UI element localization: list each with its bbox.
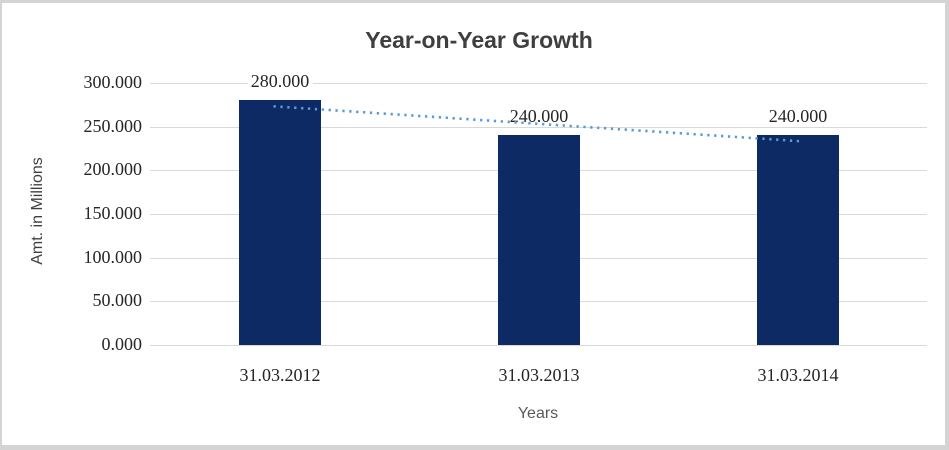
bar bbox=[498, 135, 580, 345]
y-axis-tick-label: 250.000 bbox=[83, 116, 143, 136]
bar bbox=[239, 100, 321, 345]
chart-title: Year-on-Year Growth bbox=[365, 27, 593, 53]
x-axis-title: Years bbox=[517, 405, 559, 422]
x-axis-tick-label: 31.03.2013 bbox=[498, 365, 580, 385]
y-axis-tick-label: 50.000 bbox=[92, 290, 143, 310]
y-axis-tick-label: 150.000 bbox=[83, 203, 143, 223]
gridline bbox=[150, 83, 927, 84]
x-axis-tick-label: 31.03.2012 bbox=[239, 365, 321, 385]
y-axis-tick-label: 300.000 bbox=[83, 72, 143, 92]
gridline bbox=[150, 345, 927, 346]
bar bbox=[757, 135, 839, 345]
x-axis-tick-label: 31.03.2014 bbox=[757, 365, 839, 385]
y-axis-tick-label: 100.000 bbox=[83, 247, 143, 267]
bar-data-label: 280.000 bbox=[247, 71, 313, 92]
y-axis-tick-label: 200.000 bbox=[83, 159, 143, 179]
bar-data-label: 240.000 bbox=[506, 106, 572, 127]
bar-data-label: 240.000 bbox=[765, 106, 831, 127]
y-axis-title: Amt. in Millions bbox=[29, 157, 46, 265]
y-axis-tick-label: 0.000 bbox=[101, 334, 143, 354]
